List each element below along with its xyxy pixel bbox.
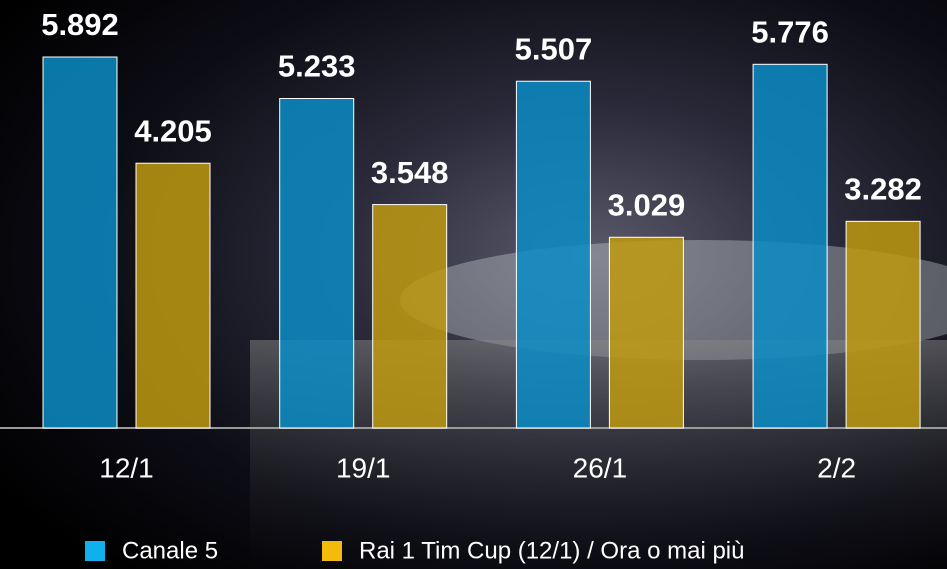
x-tick-label: 19/1 (336, 452, 391, 483)
legend-swatch (85, 541, 105, 561)
value-label: 3.282 (844, 172, 922, 207)
value-label: 5.233 (278, 49, 356, 84)
value-label: 5.507 (515, 31, 593, 66)
x-tick-label: 12/1 (99, 452, 154, 483)
page: 5.892 4.205 12/1 5.233 3.548 19/1 5.507 3.029 26… (0, 0, 947, 569)
bar (280, 98, 354, 428)
bar (43, 57, 117, 428)
value-label: 3.029 (608, 187, 686, 222)
legend-label: Rai 1 Tim Cup (12/1) / Ora o mai più (359, 537, 744, 564)
value-label: 5.892 (41, 7, 119, 42)
bar (136, 163, 210, 428)
chart: 5.892 4.205 12/1 5.233 3.548 19/1 5.507 3.029 26… (0, 0, 947, 569)
legend-swatch (322, 541, 342, 561)
bar (373, 205, 447, 428)
value-label: 5.776 (751, 14, 829, 49)
bar (516, 81, 590, 428)
value-label: 4.205 (134, 113, 212, 148)
x-tick-label: 26/1 (573, 452, 628, 483)
x-tick-label: 2/2 (817, 452, 856, 483)
legend-label: Canale 5 (122, 537, 218, 564)
bar (846, 221, 920, 428)
value-label: 3.548 (371, 155, 449, 190)
bar (753, 64, 827, 428)
bar (609, 237, 683, 428)
